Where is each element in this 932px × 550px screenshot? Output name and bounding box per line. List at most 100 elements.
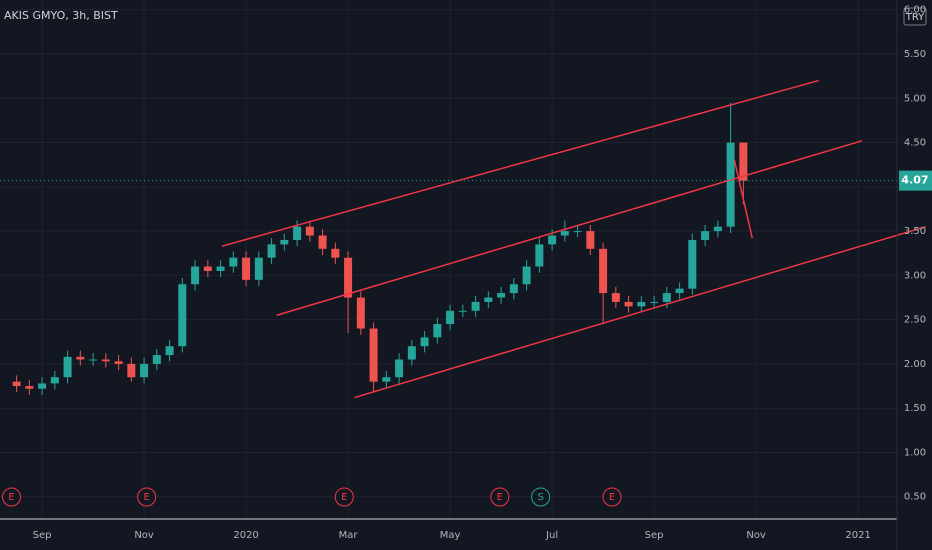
candle-body <box>675 288 684 294</box>
event-marker <box>1 487 21 507</box>
candle-body <box>497 293 506 298</box>
candle-body <box>446 310 455 325</box>
x-tick-label: Mar <box>339 530 359 541</box>
candle-body <box>293 226 302 240</box>
candle-body <box>12 381 21 387</box>
x-tick-label: Sep <box>645 530 664 541</box>
candle-body <box>140 363 149 378</box>
candle-body <box>229 257 238 267</box>
candle-body <box>560 231 569 236</box>
candle-body <box>25 386 34 389</box>
y-tick-label: 1.00 <box>904 447 926 458</box>
y-tick-label: 3.00 <box>904 270 926 281</box>
candle-body <box>586 231 595 249</box>
candle-body <box>127 363 136 378</box>
candle-body <box>101 359 110 362</box>
last-price-label: 4.07 <box>901 174 928 187</box>
trend-line <box>221 79 819 247</box>
y-tick-label: 2.50 <box>904 315 926 326</box>
candle-body <box>662 293 671 302</box>
event-label: E <box>609 492 615 503</box>
y-tick-label: 3.50 <box>904 226 926 237</box>
candle-body <box>701 231 710 240</box>
candle-body <box>178 284 187 347</box>
candle-body <box>484 297 493 302</box>
x-tick-label: Sep <box>33 530 52 541</box>
y-tick-label: 2.00 <box>904 359 926 370</box>
event-label: S <box>537 492 543 503</box>
candle-body <box>713 226 722 232</box>
candle-body <box>114 361 123 364</box>
y-tick-label: 5.50 <box>904 49 926 60</box>
candle-body <box>599 248 608 294</box>
candle-body <box>203 266 212 271</box>
candle-body <box>688 239 697 289</box>
candle-body <box>726 142 735 227</box>
y-tick-label: 6.00 <box>904 5 926 16</box>
candle-body <box>356 297 365 329</box>
currency-box[interactable] <box>903 7 927 26</box>
trend-line <box>354 225 926 399</box>
candle-body <box>267 244 276 258</box>
candle-body <box>152 355 161 364</box>
candle-body <box>739 142 748 181</box>
event-label: E <box>143 492 149 503</box>
trend-line <box>276 140 863 316</box>
candle-body <box>318 235 327 249</box>
y-tick-label: 4.50 <box>904 138 926 149</box>
candle-body <box>216 266 225 271</box>
candle-body <box>650 301 659 303</box>
event-marker <box>490 487 510 507</box>
event-marker <box>137 487 157 507</box>
candle-body <box>242 257 251 280</box>
x-tick-label: Nov <box>746 530 766 541</box>
trend-line <box>733 160 754 239</box>
event-label: E <box>341 492 347 503</box>
candle-body <box>50 377 59 384</box>
y-tick-label: 1.50 <box>904 403 926 414</box>
event-marker <box>334 487 354 507</box>
x-tick-label: Nov <box>134 530 154 541</box>
candle-body <box>305 226 314 236</box>
candle-body <box>191 266 200 285</box>
candle-body <box>548 235 557 245</box>
currency[interactable]: TRY <box>905 12 925 23</box>
candle-body <box>420 337 429 347</box>
candle-body <box>165 346 174 356</box>
candle-body <box>344 257 353 298</box>
candle-body <box>369 328 378 382</box>
candle-body <box>637 301 646 307</box>
candle-body <box>38 383 47 389</box>
candle-body <box>624 301 633 307</box>
last-price-box <box>899 170 932 191</box>
y-tick-label: 5.00 <box>904 93 926 104</box>
candle-body <box>63 356 72 378</box>
y-tick-label: 0.50 <box>904 492 926 503</box>
event-marker <box>531 487 551 507</box>
chart-title: AKIS GMYO, 3h, BIST <box>4 9 118 22</box>
candle-body <box>331 248 340 258</box>
event-label: E <box>497 492 503 503</box>
candle-body <box>611 293 620 302</box>
event-marker <box>602 487 622 507</box>
candle-body <box>280 239 289 245</box>
x-tick-label: 2021 <box>845 530 870 541</box>
x-tick-label: 2020 <box>233 530 258 541</box>
candle-body <box>573 231 582 233</box>
candle-body <box>254 257 263 280</box>
candle-body <box>407 346 416 360</box>
candle-body <box>535 244 544 267</box>
candle-body <box>471 301 480 311</box>
candle-body <box>522 266 531 285</box>
x-tick-label: Jul <box>545 530 558 541</box>
x-tick-label: May <box>440 530 461 541</box>
candle-body <box>89 359 98 361</box>
candle-body <box>76 356 85 360</box>
event-label: E <box>8 492 14 503</box>
candle-body <box>509 284 518 294</box>
candle-body <box>382 377 391 382</box>
candle-body <box>433 324 442 338</box>
candle-body <box>458 310 467 312</box>
candle-body <box>395 359 404 378</box>
